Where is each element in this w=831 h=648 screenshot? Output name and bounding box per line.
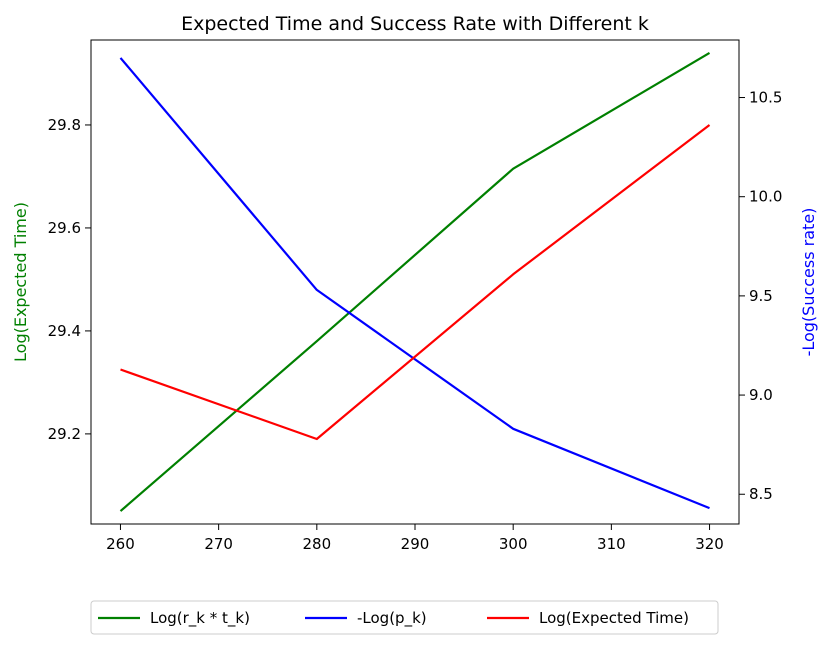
legend-frame (90, 600, 719, 635)
y-right-tick-label: 9.0 (749, 386, 773, 404)
y-axis-left-ticks: 29.2 29.4 29.6 29.8 (48, 116, 91, 443)
y-right-tick-label: 10.0 (749, 188, 782, 206)
x-tick-label: 260 (106, 535, 135, 553)
x-tick-label: 300 (499, 535, 528, 553)
series-line-1 (119, 51, 711, 512)
legend-label-3: Log(Expected Time) (539, 609, 689, 627)
x-tick-label: 310 (597, 535, 626, 553)
y-left-tick-label: 29.2 (48, 425, 81, 443)
y-right-tick-label: 9.5 (749, 287, 773, 305)
y-right-tick-label: 10.5 (749, 89, 782, 107)
x-tick-label: 270 (204, 535, 233, 553)
y-axis-left-label: Log(Expected Time) (11, 202, 30, 362)
x-tick-label: 320 (695, 535, 724, 553)
x-tick-label: 280 (302, 535, 331, 553)
y-left-tick-label: 29.6 (48, 219, 81, 237)
series-line-3 (120, 124, 711, 441)
y-left-tick-label: 29.8 (48, 116, 81, 134)
y-left-tick-label: 29.4 (48, 322, 81, 340)
chart-title: Expected Time and Success Rate with Diff… (181, 13, 649, 35)
y-right-tick-label: 8.5 (749, 485, 773, 503)
series-line-2 (119, 57, 710, 510)
x-tick-label: 290 (401, 535, 430, 553)
legend: Log(r_k * t_k) -Log(p_k) Log(Expected Time… (90, 600, 719, 635)
x-axis-ticks: 260 270 280 290 300 310 320 (106, 524, 724, 553)
legend-label-2: -Log(p_k) (357, 609, 427, 628)
y-axis-right-ticks: 8.5 9.0 9.5 10.0 10.5 (739, 89, 782, 503)
y-axis-right-label: -Log(Success rate) (799, 208, 818, 357)
series-lines (119, 51, 711, 512)
legend-label-1: Log(r_k * t_k) (150, 609, 250, 628)
